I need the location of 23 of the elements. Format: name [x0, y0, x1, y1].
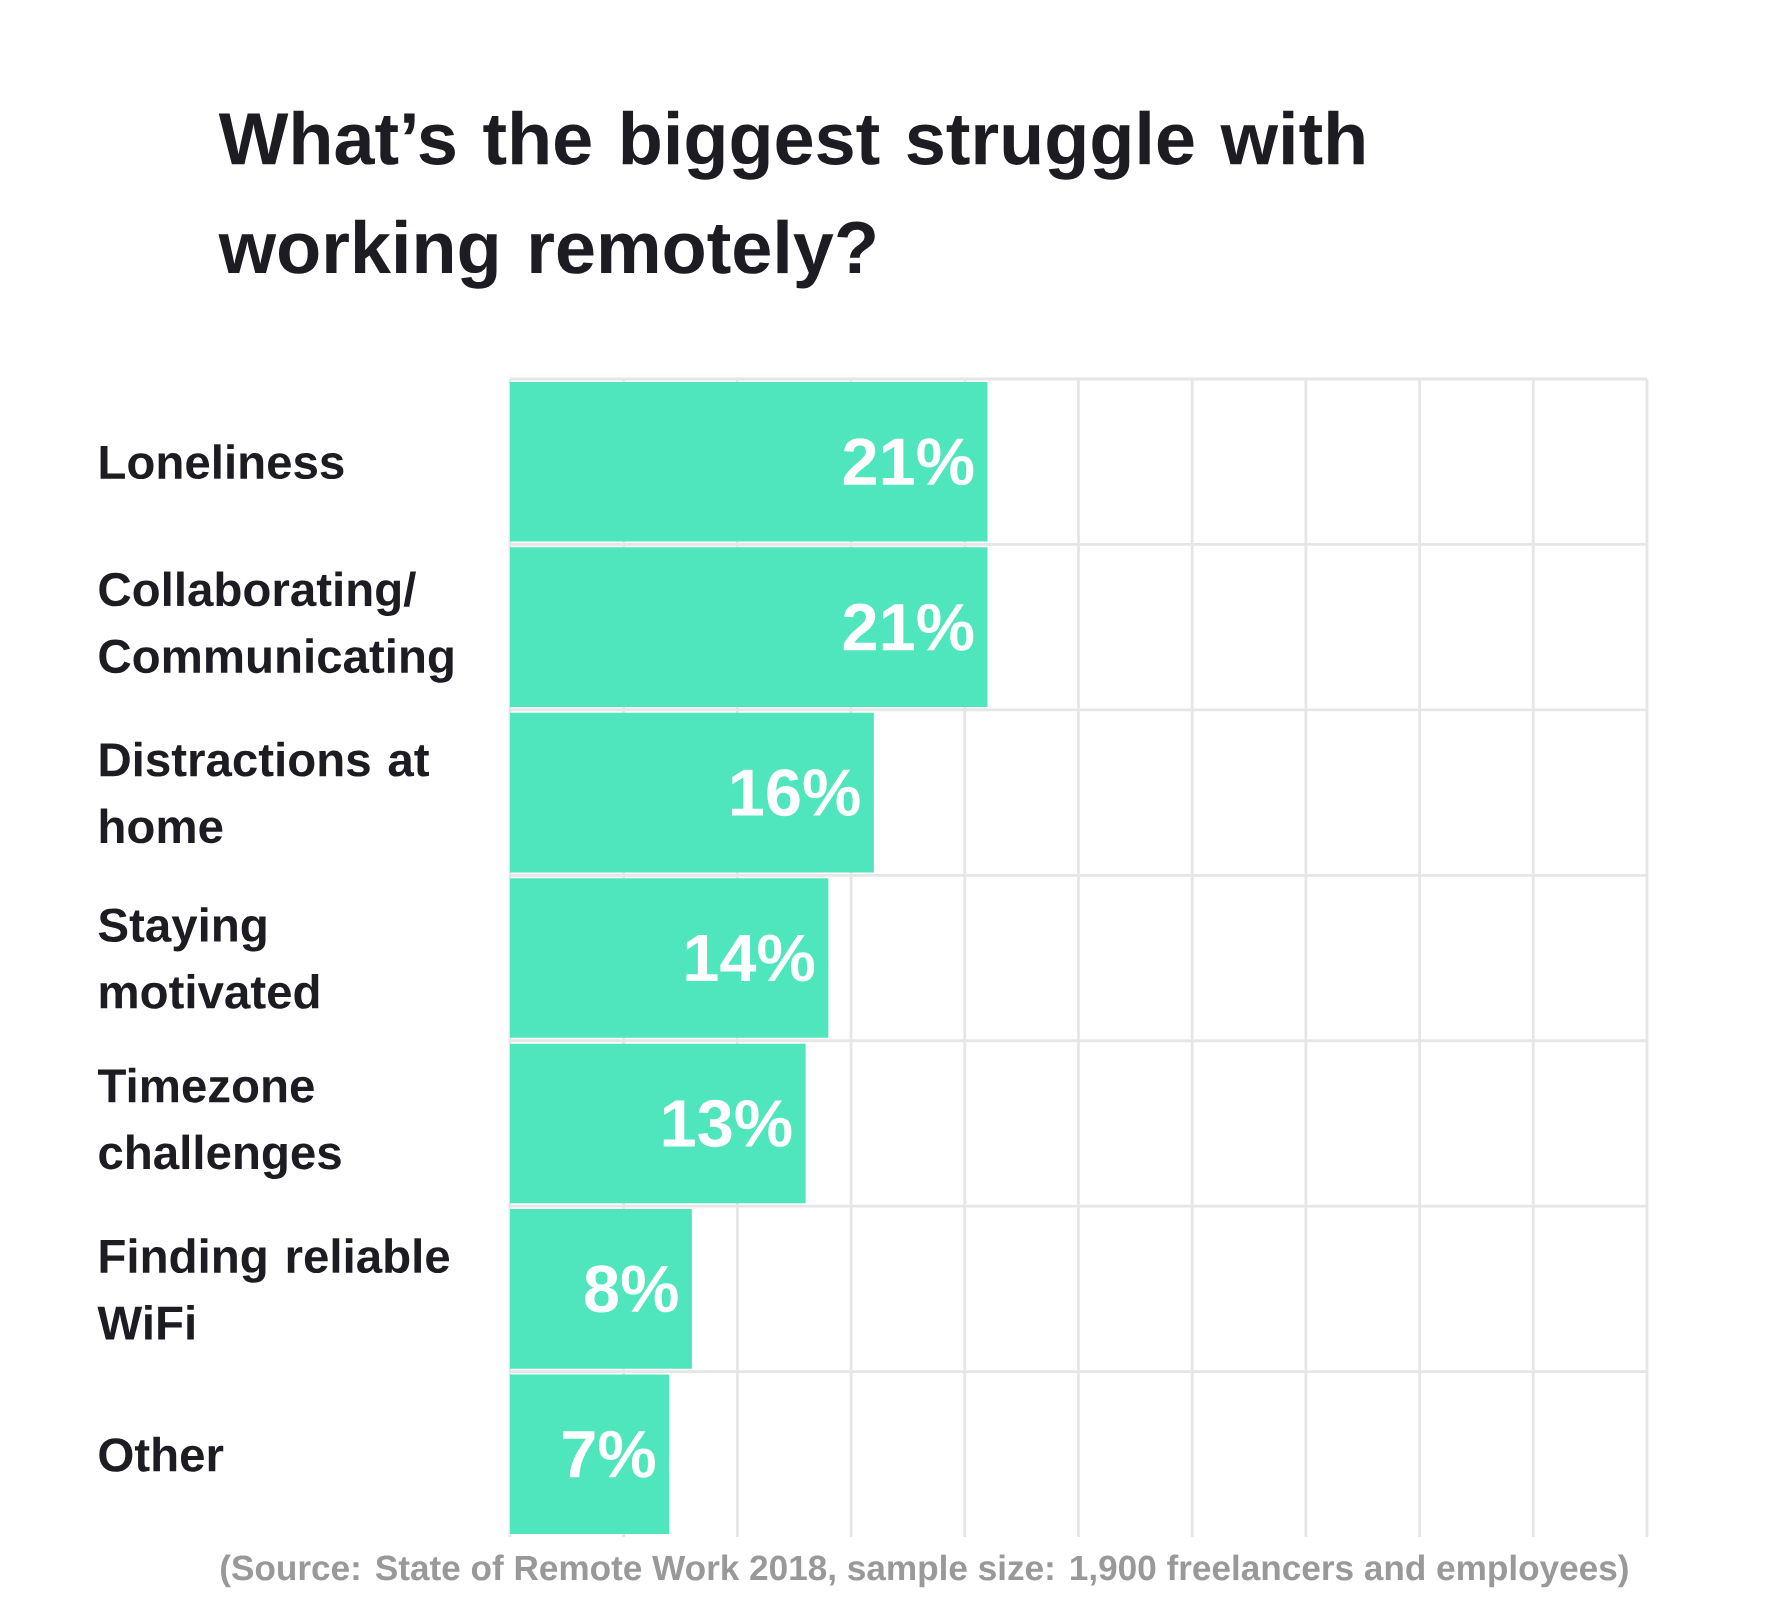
- bar: [510, 1043, 806, 1204]
- y-tick-label: Staying motivated: [98, 907, 319, 1009]
- bar: [510, 712, 874, 873]
- data-label: 14%: [686, 934, 815, 982]
- bar: [510, 878, 829, 1038]
- y-tick-label: Other: [99, 1436, 224, 1472]
- bar: [510, 381, 988, 542]
- y-tick-label: Distractions at home: [100, 741, 429, 844]
- bar: [510, 1374, 670, 1535]
- y-tick-label: Timezone challenges: [97, 1067, 341, 1180]
- y-tick-label: Loneliness: [100, 444, 344, 480]
- chart-title: What’s the biggest struggle with working remotely?: [218, 110, 1364, 289]
- data-label: 21%: [843, 603, 974, 651]
- data-label: 13%: [663, 1099, 792, 1148]
- text: (Source: State of Remote Work 2018, sample size: 1,900 freelancers and employees): [221, 1554, 1628, 1588]
- data-label: 16%: [731, 768, 860, 817]
- bar: [510, 1209, 692, 1369]
- y-tick-label: Collaborating/ Communicating: [99, 571, 453, 683]
- bar: [510, 547, 988, 707]
- data-label: 8%: [585, 1265, 678, 1313]
- data-label: 21%: [843, 438, 974, 486]
- data-label: 7%: [563, 1430, 655, 1478]
- y-tick-label: Finding reliable WiFi: [97, 1238, 450, 1340]
